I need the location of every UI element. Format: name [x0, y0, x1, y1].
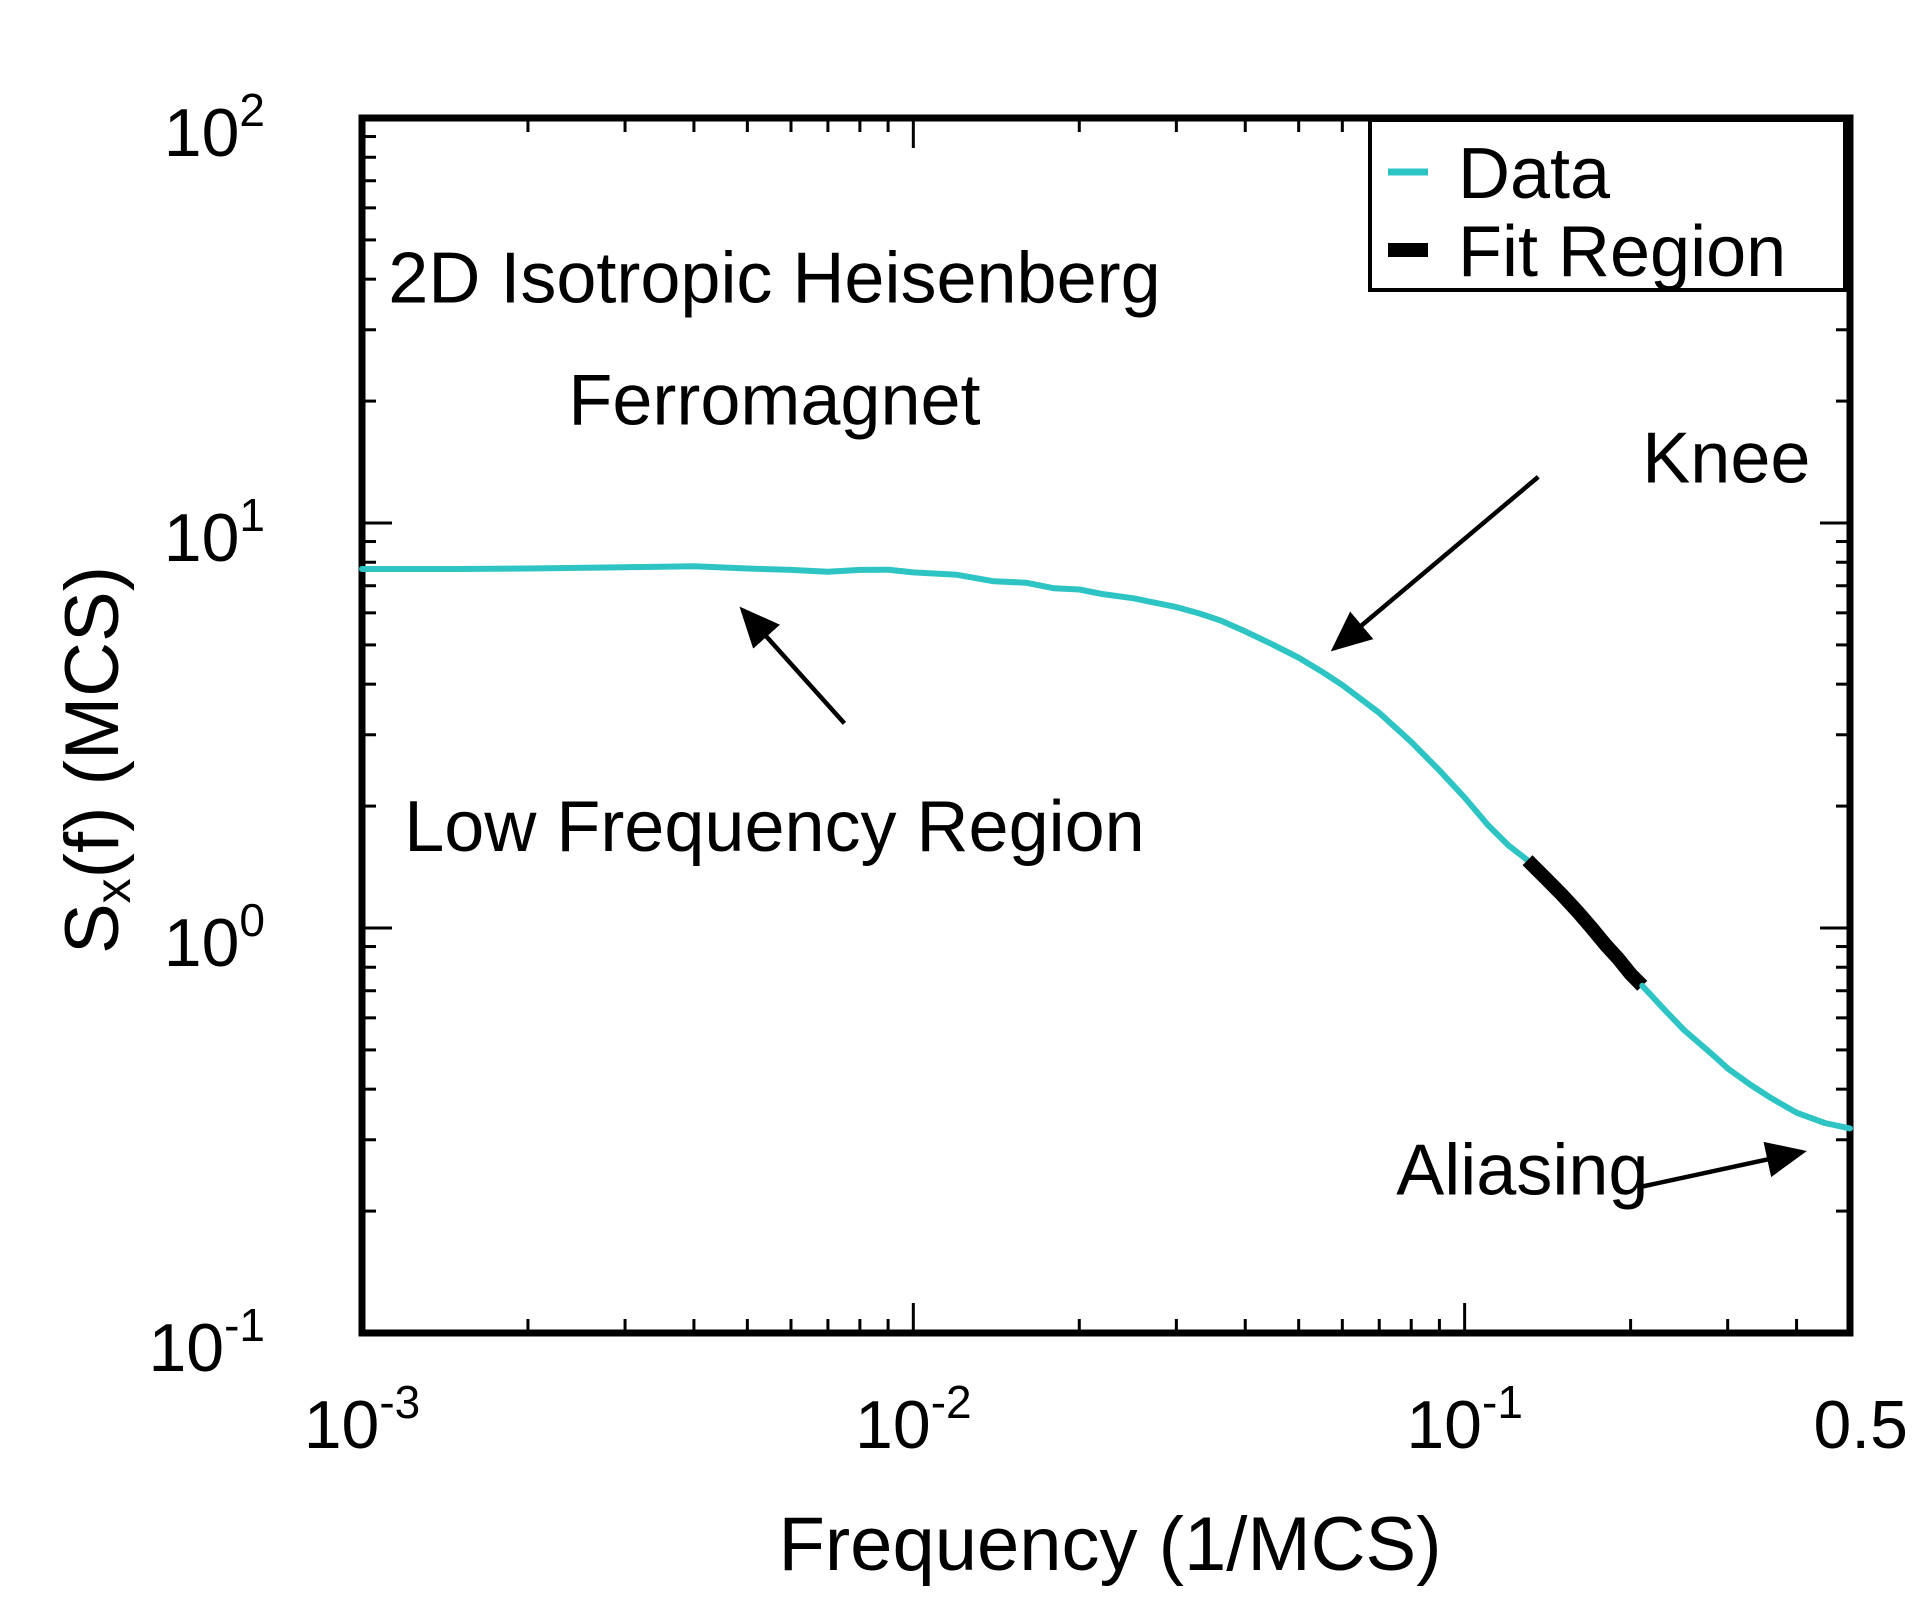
legend-label: Data — [1458, 134, 1611, 214]
annotation-aliasing: Aliasing — [1396, 1130, 1648, 1210]
x-tick-label-base: 10 — [855, 1387, 931, 1463]
x-tick-label: 0.5 — [1813, 1387, 1908, 1463]
y-tick-label-base: 10 — [164, 500, 240, 576]
legend-box — [1368, 118, 1847, 292]
plot-area — [358, 114, 1854, 1337]
y-tick-label-exponent: 1 — [239, 489, 265, 541]
annotation-knee: Knee — [1642, 418, 1810, 498]
annotation-2d-isotropic-heisenberg: 2D Isotropic Heisenberg — [388, 239, 1160, 319]
y-tick-label-exponent: -1 — [224, 1299, 265, 1351]
x-tick-label: 10-2 — [855, 1376, 972, 1463]
y-tick-label-exponent: 0 — [239, 894, 265, 946]
y-tick-label: 100 — [164, 894, 265, 981]
y-tick-label-exponent: 2 — [239, 84, 265, 136]
annotation-arrow-low-frequency-region — [739, 606, 847, 725]
y-tick-label-base: 10 — [164, 905, 240, 981]
x-axis-label: Frequency (1/MCS) — [778, 1502, 1441, 1587]
y-axis-label: Sx(f) (MCS) — [50, 566, 141, 954]
y-tick-label: 102 — [164, 84, 265, 171]
annotation-arrow-knee — [1330, 475, 1540, 652]
x-tick-label: 10-3 — [304, 1376, 421, 1463]
x-tick-label-exponent: -1 — [1482, 1376, 1523, 1428]
plot-frame — [358, 114, 1854, 1337]
y-tick-label: 101 — [164, 489, 265, 576]
y-axis-label-subscript: x — [85, 878, 141, 903]
data-line — [359, 563, 1531, 864]
annotation-low-frequency-region: Low Frequency Region — [404, 787, 1144, 867]
x-tick-label: 10-1 — [1406, 1376, 1523, 1463]
y-axis-label-rest: (f) (MCS) — [50, 566, 135, 878]
data-line — [1639, 982, 1853, 1132]
svg-text:Sx(f) (MCS): Sx(f) (MCS) — [50, 566, 141, 954]
y-axis-label-main: S — [50, 903, 135, 954]
annotations-layer: 2D Isotropic Heisenberg Ferromagnet Knee Lo… — [388, 239, 1810, 1211]
annotation-ferromagnet: Ferromagnet — [568, 361, 980, 441]
series-layer — [359, 563, 1853, 1132]
x-tick-label-base: 10 — [1406, 1387, 1482, 1463]
y-tick-label-base: 10 — [164, 95, 240, 171]
x-tick-label-base: 0.5 — [1813, 1387, 1908, 1463]
annotation-arrow-aliasing — [1641, 1141, 1807, 1189]
x-tick-label-base: 10 — [304, 1387, 380, 1463]
x-axis: 10-3 10-2 10-1 0.5 — [304, 118, 1908, 1463]
legend-label: Fit Region — [1458, 212, 1786, 292]
y-tick-label: 10-1 — [148, 1299, 265, 1386]
x-tick-label-exponent: -2 — [931, 1376, 972, 1428]
fit-region-line — [1522, 855, 1648, 991]
y-tick-label-base: 10 — [148, 1310, 224, 1386]
x-tick-label-exponent: -3 — [379, 1376, 420, 1428]
